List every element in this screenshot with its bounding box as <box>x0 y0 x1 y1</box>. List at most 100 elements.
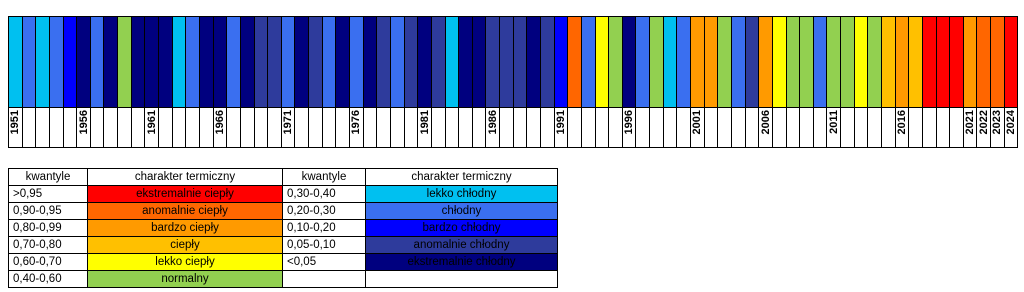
year-cell <box>596 108 610 147</box>
year-cell: 2023 <box>991 108 1005 147</box>
year-cell <box>268 108 282 147</box>
year-cell <box>841 108 855 147</box>
quantile: <0,05 <box>282 253 366 271</box>
year-cell: 1976 <box>350 108 364 147</box>
year-cell <box>636 108 651 147</box>
stripe <box>445 17 460 107</box>
stripe <box>281 17 296 107</box>
stripe <box>827 17 842 107</box>
year-label: 1976 <box>350 110 363 135</box>
stripe <box>909 17 923 107</box>
year-label: 1991 <box>554 110 567 135</box>
stripe <box>772 17 787 107</box>
stripe <box>159 17 173 107</box>
stripe <box>636 17 651 107</box>
year-label: 1971 <box>282 110 295 135</box>
year-label: 1981 <box>418 110 431 135</box>
stripe <box>459 17 473 107</box>
category: ekstremalnie chłodny <box>365 253 558 271</box>
quantile: 0,60-0,70 <box>8 253 88 271</box>
legend-row: 0,80-0,99 bardzo ciepły 0,10-0,20 bardzo ch… <box>8 219 558 237</box>
category: lekko chłodny <box>365 185 558 203</box>
year-label: 1951 <box>9 110 22 135</box>
year-cell <box>500 108 514 147</box>
year-cell <box>664 108 678 147</box>
stripe <box>131 17 146 107</box>
stripe <box>36 17 50 107</box>
year-cell: 1991 <box>555 108 569 147</box>
year-label: 1966 <box>213 110 226 135</box>
stripe <box>77 17 91 107</box>
year-cell <box>23 108 37 147</box>
year-cell <box>64 108 78 147</box>
stripe <box>336 17 351 107</box>
category: bardzo chłodny <box>365 219 558 237</box>
stripe <box>991 17 1005 107</box>
legend-row: 0,90-0,95 anomalnie ciepły 0,20-0,30 chłodn… <box>8 202 558 220</box>
year-cell <box>391 108 405 147</box>
quantile: 0,30-0,40 <box>282 185 366 203</box>
year-cell <box>118 108 132 147</box>
year-cell: 2016 <box>896 108 910 147</box>
quantile: 0,05-0,10 <box>282 236 366 254</box>
stripe <box>568 17 582 107</box>
stripes <box>8 16 1018 108</box>
year-cell <box>36 108 50 147</box>
legend-row: 0,40-0,60 normalny <box>8 270 558 288</box>
stripe <box>404 17 419 107</box>
year-cell: 1951 <box>9 108 23 147</box>
year-cell <box>650 108 664 147</box>
stripe <box>254 17 269 107</box>
category: bardzo ciepły <box>87 219 283 237</box>
header: kwantyle <box>8 168 88 186</box>
year-cell <box>868 108 882 147</box>
year-cell <box>609 108 623 147</box>
year-cell <box>336 108 351 147</box>
stripe <box>390 17 405 107</box>
year-labels: 1951 1956 1961 1966 1971 1976 1981 1986 1991 1996… <box>8 108 1018 148</box>
year-cell <box>50 108 64 147</box>
stripe <box>118 17 132 107</box>
year-cell <box>909 108 923 147</box>
stripe <box>418 17 432 107</box>
year-cell: 2001 <box>691 108 705 147</box>
stripe <box>882 17 896 107</box>
category: ciepły <box>87 236 283 254</box>
year-cell <box>718 108 732 147</box>
category: anomalnie ciepły <box>87 202 283 220</box>
year-cell <box>937 108 951 147</box>
stripe <box>868 17 882 107</box>
year-cell <box>91 108 105 147</box>
stripe <box>145 17 160 107</box>
year-cell: 1981 <box>418 108 432 147</box>
stripe <box>554 17 569 107</box>
stripe <box>800 17 814 107</box>
stripe <box>936 17 951 107</box>
year-cell <box>773 108 787 147</box>
year-cell <box>800 108 814 147</box>
year-cell: 1956 <box>77 108 91 147</box>
year-label: 1986 <box>486 110 499 135</box>
stripe <box>718 17 732 107</box>
year-cell <box>255 108 269 147</box>
empty-cell <box>365 270 558 288</box>
year-cell <box>541 108 555 147</box>
stripe <box>350 17 364 107</box>
category: ekstremalnie ciepły <box>87 185 283 203</box>
category: lekko ciepły <box>87 253 283 271</box>
stripe <box>663 17 678 107</box>
year-cell <box>950 108 964 147</box>
stripe <box>49 17 64 107</box>
legend-table: kwantyle charakter termiczny kwantyle ch… <box>8 168 558 288</box>
stripe <box>895 17 910 107</box>
quantile: 0,90-0,95 <box>8 202 88 220</box>
year-label: 2001 <box>691 110 704 135</box>
stripe <box>704 17 719 107</box>
year-label: 1961 <box>145 110 158 135</box>
stripe <box>431 17 446 107</box>
year-cell <box>705 108 719 147</box>
stripe <box>22 17 37 107</box>
stripe <box>650 17 664 107</box>
stripe <box>240 17 255 107</box>
